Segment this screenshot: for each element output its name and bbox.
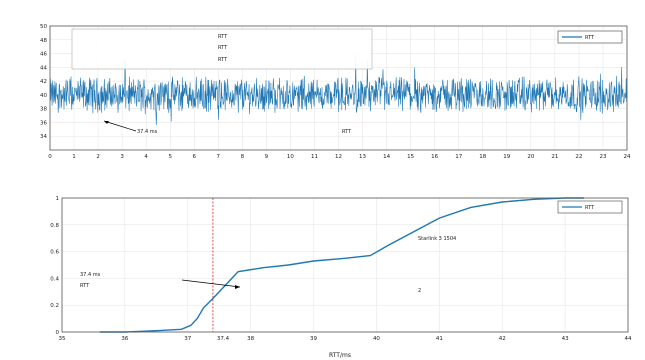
bottom-xtick-label: 37	[184, 336, 191, 342]
top-xtick-label: 3	[120, 154, 124, 160]
top-xtick-label: 23	[599, 154, 606, 160]
top-xtick-label: 12	[335, 154, 342, 160]
bottom-ytick-label: 0.4	[50, 276, 59, 282]
top-ytick-label: 38	[40, 107, 47, 113]
top-xtick-label: 17	[455, 154, 462, 160]
top-xtick-label: 9	[265, 154, 269, 160]
top-xtick-label: 5	[168, 154, 172, 160]
top-xtick-label: 14	[383, 154, 390, 160]
top-xtick-label: 19	[503, 154, 510, 160]
top-xtick-label: 15	[407, 154, 414, 160]
bottom-legend: RTT	[557, 200, 623, 214]
bottom-xtick-label: 41	[436, 336, 443, 342]
bottom-ytick-label: 0	[56, 330, 60, 336]
bottom-xtick-label: 40	[373, 336, 380, 342]
top-series-line	[49, 54, 628, 126]
bottom-ytick-label: 0.6	[50, 250, 59, 256]
bottom-annotation-line1: 37.4 ms	[80, 272, 101, 278]
bottom-xtick-extra-label: 37.4	[217, 336, 230, 342]
top-legend-label: RTT	[585, 35, 595, 41]
top-ytick-label: 34	[40, 134, 47, 140]
bottom-ytick-label: 1	[56, 196, 60, 202]
bottom-xtick-label: 39	[310, 336, 317, 342]
top-xtick-label: 13	[359, 154, 366, 160]
top-ytick-label: 44	[40, 65, 47, 71]
top-ytick-label: 40	[40, 93, 47, 99]
bottom-xtick-label: 44	[625, 336, 632, 342]
top-xtick-label: 7	[217, 154, 221, 160]
stats-right-0-label: RTT	[218, 34, 228, 40]
bottom-info-box: Starlink 3 1504 2	[418, 236, 456, 294]
bottom-xtick-label: 35	[59, 336, 66, 342]
top-xtick-label: 10	[287, 154, 294, 160]
top-annotation-text: 37.4 ms	[137, 129, 158, 135]
top-ytick-label: 42	[40, 79, 47, 85]
bottom-ytick-label: 0.8	[50, 223, 59, 229]
bottom-chart-xlabel: RTT/ms	[329, 352, 351, 359]
bottom-chart-frame	[61, 197, 629, 333]
top-xtick-label: 24	[624, 154, 631, 160]
bottom-chart-series	[99, 197, 584, 333]
top-chart-yticks: 34 36 38 40 42 44 46 48 50	[40, 24, 47, 140]
top-xtick-label: 4	[144, 154, 148, 160]
top-chart: 0 1 2 3 4 5 6 7 8 9 10 11 12 13 14 15 16 17 18 19 20 21 22 23 24…	[40, 24, 631, 160]
top-annotation-right-label: RTT	[342, 129, 352, 135]
top-xtick-label: 2	[96, 154, 100, 160]
stats-right-2-label: RTT	[218, 57, 228, 63]
top-ytick-label: 48	[40, 38, 47, 44]
top-xtick-label: 1	[72, 154, 76, 160]
bottom-annotation: 37.4 ms RTT	[80, 272, 241, 289]
top-xtick-label: 16	[431, 154, 438, 160]
bottom-xtick-label: 38	[247, 336, 254, 342]
bottom-series-line	[99, 197, 584, 333]
bottom-xtick-label: 43	[562, 336, 569, 342]
top-xtick-label: 0	[48, 154, 52, 160]
bottom-annotation-line2: RTT	[80, 283, 90, 289]
stats-right-1-label: RTT	[218, 45, 228, 51]
top-legend: RTT	[557, 30, 623, 44]
top-xtick-label: 6	[193, 154, 197, 160]
bottom-ytick-label: 0.2	[50, 303, 59, 309]
bottom-chart-grid	[61, 197, 629, 333]
bottom-legend-label: RTT	[585, 205, 595, 211]
bottom-chart-xticks: 35 36 37 38 39 40 41 42 43 44 37.4	[59, 336, 632, 342]
top-chart-series	[49, 54, 628, 126]
bottom-xtick-label: 42	[499, 336, 506, 342]
top-stats-box: RTT RTT RTT	[71, 28, 373, 70]
top-ytick-label: 50	[40, 24, 47, 30]
bottom-xtick-label: 36	[121, 336, 128, 342]
top-ytick-label: 36	[40, 120, 47, 126]
top-xtick-label: 20	[527, 154, 534, 160]
top-chart-xticks: 0 1 2 3 4 5 6 7 8 9 10 11 12 13 14 15 16 17 18 19 20 21 22 23 24	[48, 154, 631, 160]
top-chart-frame	[49, 25, 628, 151]
bottom-chart-yticks: 0 0.2 0.4 0.6 0.8 1	[50, 196, 59, 336]
top-xtick-label: 21	[551, 154, 558, 160]
top-xtick-label: 18	[479, 154, 486, 160]
top-annotation: 37.4 ms RTT	[103, 120, 352, 135]
info-line-4: 2	[418, 288, 421, 294]
info-line-0: Starlink 3 1504	[418, 236, 456, 242]
top-ytick-label: 46	[40, 52, 47, 58]
top-xtick-label: 8	[241, 154, 245, 160]
top-xtick-label: 11	[311, 154, 318, 160]
top-xtick-label: 22	[575, 154, 582, 160]
